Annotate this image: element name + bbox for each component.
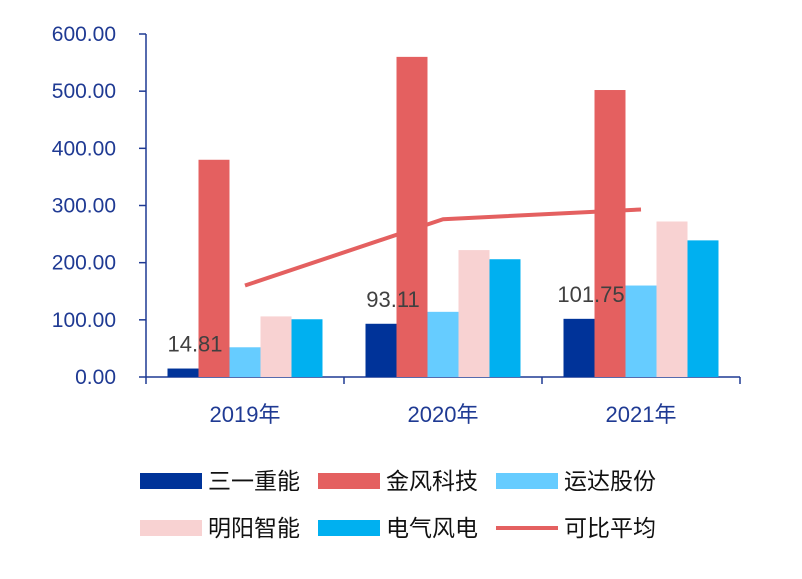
bar (687, 240, 719, 377)
legend-item: 运达股份 (496, 468, 656, 494)
bar (365, 323, 397, 377)
legend-item: 电气风电 (318, 515, 478, 541)
x-tick-label: 2020年 (408, 402, 479, 427)
average-line (244, 207, 642, 288)
x-axis: 2019年 2020年 2021年 (145, 376, 741, 427)
bar (563, 318, 595, 377)
legend-label: 电气风电 (386, 515, 478, 541)
data-labels: 14.81 93.11 101.75 (167, 282, 624, 357)
data-label: 101.75 (557, 282, 624, 307)
bar (291, 319, 323, 377)
bar (198, 159, 230, 377)
y-axis: 0.00 100.00 200.00 300.00 400.00 500.00 600.00 (52, 23, 147, 389)
legend-swatch (140, 473, 202, 489)
bar (427, 311, 459, 377)
bar (625, 285, 657, 377)
average-line-group (244, 207, 642, 288)
legend-item: 金风科技 (318, 468, 478, 494)
x-tick-label: 2019年 (210, 402, 281, 427)
legend-label: 明阳智能 (208, 515, 300, 541)
y-tick-label: 0.00 (75, 366, 116, 389)
legend-item: 可比平均 (496, 515, 656, 541)
legend-swatch (140, 520, 202, 536)
y-tick-label: 300.00 (52, 195, 116, 218)
data-label: 93.11 (366, 287, 419, 312)
y-tick-label: 600.00 (52, 23, 116, 46)
bar (167, 368, 199, 377)
bar (260, 316, 292, 377)
legend-label: 运达股份 (564, 468, 656, 494)
x-tick-label: 2021年 (606, 402, 677, 427)
legend-swatch (496, 473, 558, 489)
bar (656, 221, 688, 377)
bar (489, 259, 521, 377)
legend-swatch (318, 520, 380, 536)
bar (594, 90, 626, 378)
legend-label: 三一重能 (208, 468, 300, 494)
bar (229, 347, 261, 377)
y-tick-label: 500.00 (52, 80, 116, 103)
legend-swatch (318, 473, 380, 489)
bars (167, 56, 719, 378)
legend-item: 明阳智能 (140, 515, 300, 541)
y-tick-label: 400.00 (52, 137, 116, 160)
bar (458, 250, 490, 377)
bar (396, 56, 428, 377)
legend-item: 三一重能 (140, 468, 300, 494)
y-tick-label: 200.00 (52, 252, 116, 275)
y-tick-label: 100.00 (52, 309, 116, 332)
data-label: 14.81 (167, 332, 222, 357)
legend-label: 金风科技 (386, 468, 478, 494)
legend-label: 可比平均 (564, 515, 656, 541)
